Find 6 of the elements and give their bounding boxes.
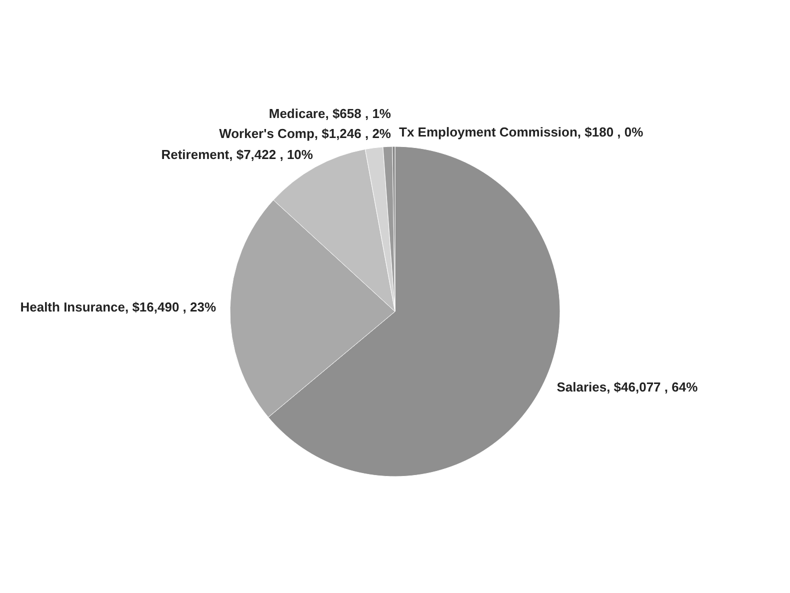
slice-label: Salaries, $46,077 , 64%: [556, 379, 698, 394]
slice-label: Retirement, $7,422 , 10%: [161, 146, 314, 162]
slice-label: Tx Employment Commission, $180 , 0%: [399, 124, 644, 140]
slice-label: Health Insurance, $16,490 , 23%: [20, 299, 216, 314]
slice-label: Worker's Comp, $1,246 , 2%: [219, 126, 392, 141]
slice-label: Medicare, $658 , 1%: [268, 106, 392, 121]
